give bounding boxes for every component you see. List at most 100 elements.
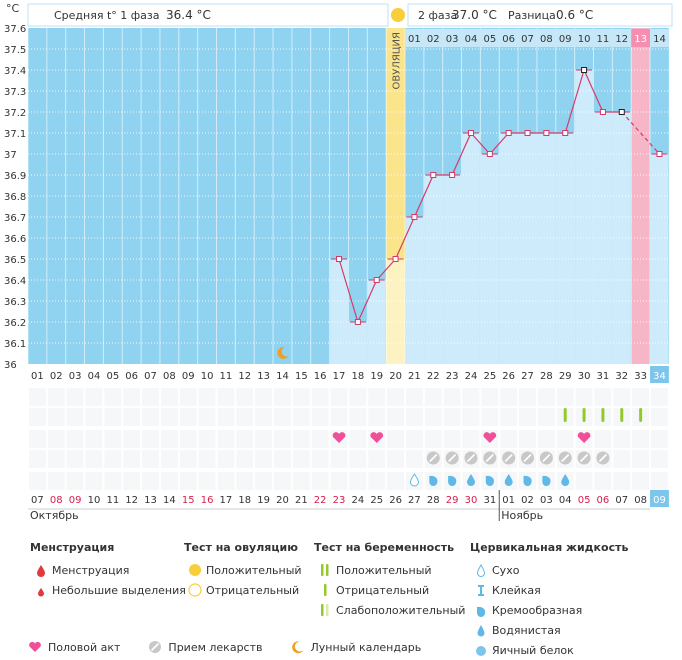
date-label: 10 bbox=[88, 495, 101, 506]
event-cell bbox=[236, 450, 254, 468]
event-cell bbox=[85, 408, 103, 426]
event-cell bbox=[406, 408, 423, 426]
phase2-day-cell bbox=[518, 29, 537, 47]
phase2-day-cell bbox=[499, 29, 519, 47]
event-cell bbox=[632, 450, 650, 468]
current-date-highlight bbox=[650, 490, 669, 507]
event-cell bbox=[217, 388, 235, 406]
phase2-day-cell bbox=[423, 29, 443, 47]
event-cell bbox=[613, 388, 631, 406]
event-cell bbox=[519, 430, 536, 448]
y-tick-label: 37.1 bbox=[4, 129, 26, 140]
temperature-segment bbox=[376, 258, 397, 281]
diff-label: Разница bbox=[508, 9, 556, 22]
temperature-bar bbox=[443, 175, 462, 364]
event-cell bbox=[66, 408, 84, 426]
temperature-point bbox=[411, 214, 418, 220]
phase2-day-label: 03 bbox=[446, 34, 459, 45]
event-cell bbox=[217, 430, 235, 448]
event-cell bbox=[613, 430, 631, 448]
temperature-segment bbox=[564, 69, 585, 134]
temperature-bar bbox=[537, 133, 556, 364]
event-cell bbox=[292, 430, 310, 448]
pregnancy-test-marker bbox=[563, 408, 567, 422]
dry-icon bbox=[470, 563, 492, 577]
temperature-point bbox=[656, 151, 663, 157]
legend-item-medication: Прием лекарств bbox=[168, 640, 263, 654]
event-cell bbox=[47, 408, 65, 426]
watery-icon bbox=[504, 474, 513, 486]
date-label: 04 bbox=[559, 495, 572, 506]
creamy-icon bbox=[448, 475, 457, 486]
date-label: 27 bbox=[408, 495, 421, 506]
cycle-day-label: 11 bbox=[220, 371, 233, 382]
pill-stripe bbox=[429, 453, 438, 463]
event-cell bbox=[179, 472, 197, 490]
event-cell bbox=[462, 430, 480, 448]
event-cell bbox=[47, 388, 65, 406]
event-cell bbox=[198, 472, 216, 490]
y-tick-label: 37.6 bbox=[4, 24, 26, 35]
spotting-drop-icon bbox=[30, 584, 52, 597]
phase2-day-cell bbox=[612, 29, 632, 47]
legend-item-pregnancy-negative: Отрицательный bbox=[336, 583, 430, 597]
y-tick-label: 36.8 bbox=[4, 192, 26, 203]
current-day-highlight bbox=[650, 366, 669, 383]
event-cell bbox=[236, 430, 254, 448]
cycle-day-label: 20 bbox=[389, 371, 402, 382]
pill-stripe bbox=[598, 453, 607, 463]
cycle-day-label: 09 bbox=[182, 371, 195, 382]
cycle-day-label: 24 bbox=[465, 371, 478, 382]
event-cell bbox=[123, 408, 141, 426]
date-label: 08 bbox=[50, 495, 63, 506]
event-cell bbox=[198, 430, 216, 448]
pregnancy-faint-icon bbox=[314, 603, 336, 617]
event-cell bbox=[217, 450, 235, 468]
event-cell bbox=[104, 388, 122, 406]
y-tick-label: 36.1 bbox=[4, 339, 26, 350]
event-cell bbox=[443, 388, 461, 406]
event-cell bbox=[47, 430, 65, 448]
event-cell bbox=[198, 450, 216, 468]
date-label: 06 bbox=[597, 495, 610, 506]
date-label: 30 bbox=[465, 495, 478, 506]
event-cell bbox=[594, 388, 612, 406]
cycle-day-label: 34 bbox=[653, 371, 666, 382]
phase2-day-label: 04 bbox=[465, 34, 478, 45]
temperature-bar bbox=[405, 217, 424, 364]
y-tick-label: 36 bbox=[4, 360, 17, 371]
event-cell bbox=[311, 430, 329, 448]
event-cell bbox=[424, 408, 442, 426]
dry-icon bbox=[409, 473, 419, 487]
y-tick-label: 36.4 bbox=[4, 276, 26, 287]
date-label: 19 bbox=[257, 495, 270, 506]
temperature-bar bbox=[594, 112, 612, 364]
cycle-day-label: 25 bbox=[483, 371, 496, 382]
plot-area: ОВУЛЯЦИЯ bbox=[27, 28, 669, 364]
event-cell bbox=[85, 430, 103, 448]
legend-item-dry: Сухо bbox=[492, 563, 520, 577]
temperature-point bbox=[524, 130, 531, 136]
event-cell bbox=[500, 430, 518, 448]
event-cell bbox=[66, 430, 84, 448]
event-cell bbox=[104, 430, 122, 448]
cycle-day-label: 08 bbox=[163, 371, 176, 382]
phase1-value: 36.4 °C bbox=[166, 8, 211, 22]
event-cell bbox=[255, 430, 273, 448]
legend-item-ovulation-positive: Положительный bbox=[206, 563, 302, 577]
temperature-bar bbox=[575, 70, 593, 364]
date-row: 07 08 09 10 11 12 13 14 15 16 17 18 19 20 21 22 23 24 25 26… bbox=[28, 490, 669, 522]
event-cell bbox=[104, 408, 122, 426]
ovulation-negative-icon bbox=[184, 583, 206, 597]
temperature-point bbox=[467, 130, 474, 136]
cycle-day-label: 07 bbox=[144, 371, 157, 382]
event-cell bbox=[311, 450, 329, 468]
event-cell bbox=[198, 388, 216, 406]
event-cell bbox=[651, 408, 668, 426]
temperature-point bbox=[354, 319, 361, 325]
chart-header: °C Средняя t° 1 фаза 36.4 °C 2 фаза 37.0… bbox=[6, 2, 673, 27]
temperature-point bbox=[562, 130, 569, 136]
event-cell bbox=[160, 450, 178, 468]
event-cell bbox=[123, 388, 141, 406]
temperature-point bbox=[392, 256, 399, 262]
